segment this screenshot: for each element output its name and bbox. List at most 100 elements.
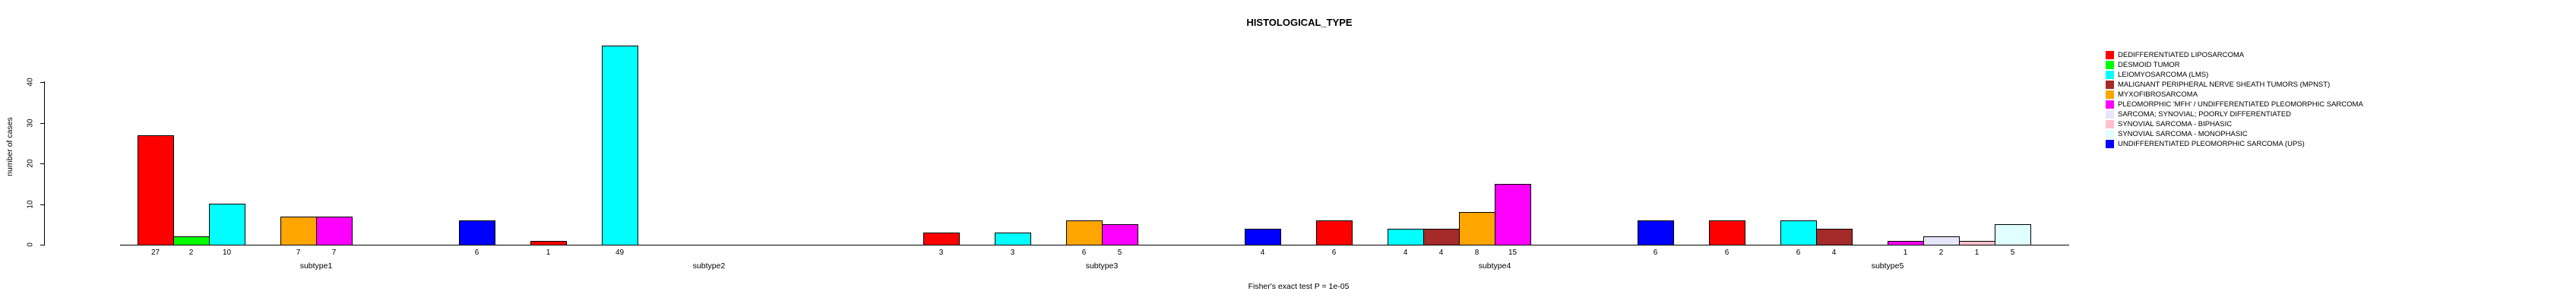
bar-value-label: 1: [1903, 249, 1908, 257]
bar: [1423, 229, 1460, 245]
category-label: subtype3: [1085, 261, 1119, 271]
chart-title: HISTOLOGICAL_TYPE: [1246, 17, 1353, 28]
bar: [1816, 229, 1853, 245]
category-label: subtype4: [1478, 261, 1511, 271]
legend-color-swatch: [2106, 100, 2114, 109]
legend-label: SARCOMA; SYNOVIAL; POORLY DIFFERENTIATED: [2118, 110, 2292, 119]
bar-value-label: 1: [546, 249, 551, 257]
y-tick-label: 40: [26, 78, 35, 87]
fisher-test-note: Fisher's exact test P = 1e-05: [1248, 282, 1350, 291]
legend-label: PLEOMORPHIC 'MFH' / UNDIFFERENTIATED PLE…: [2118, 100, 2363, 109]
y-tick: [40, 204, 44, 205]
bar: [209, 204, 245, 245]
bar: [1459, 212, 1495, 245]
legend-label: UNDIFFERENTIATED PLEOMORPHIC SARCOMA (UP…: [2118, 140, 2305, 148]
legend-color-swatch: [2106, 61, 2114, 69]
bar: [1923, 236, 1960, 245]
bar: [1638, 220, 1674, 245]
legend-color-swatch: [2106, 71, 2114, 79]
legend-color-swatch: [2106, 51, 2114, 59]
bar-value-label: 1: [1974, 249, 1979, 257]
legend-item: SARCOMA; SYNOVIAL; POORLY DIFFERENTIATED: [2106, 109, 2363, 119]
category-label: subtype2: [692, 261, 726, 271]
legend-item: LEIOMYOSARCOMA (LMS): [2106, 70, 2363, 80]
bar: [1959, 241, 1995, 245]
bar-value-label: 2: [188, 249, 194, 257]
bar-value-label: 6: [1796, 249, 1801, 257]
legend-item: DEDIFFERENTIATED LIPOSARCOMA: [2106, 50, 2363, 60]
y-axis-line: [44, 81, 45, 245]
category-label: subtype1: [299, 261, 333, 271]
bar: [1102, 224, 1138, 245]
legend-color-swatch: [2106, 110, 2114, 119]
legend-color-swatch: [2106, 90, 2114, 99]
bar-value-label: 7: [296, 249, 301, 257]
bar-value-label: 15: [1508, 249, 1517, 257]
bar: [1245, 229, 1281, 245]
bar-value-label: 2: [1938, 249, 1944, 257]
category-label: subtype5: [1871, 261, 1904, 271]
legend-label: MALIGNANT PERIPHERAL NERVE SHEATH TUMORS…: [2118, 81, 2331, 89]
bar-value-label: 3: [938, 249, 944, 257]
y-tick-label: 30: [26, 118, 35, 128]
bar-value-label: 10: [222, 249, 232, 257]
y-axis-label: number of cases: [5, 117, 14, 176]
bar: [173, 236, 210, 245]
y-tick-label: 20: [26, 159, 35, 168]
legend-item: SYNOVIAL SARCOMA - BIPHASIC: [2106, 119, 2363, 129]
bar: [1316, 220, 1353, 245]
legend-color-swatch: [2106, 120, 2114, 128]
bar: [923, 233, 960, 245]
bar-value-label: 4: [1260, 249, 1265, 257]
bar: [602, 46, 638, 245]
bar: [530, 241, 567, 245]
bar-value-label: 3: [1010, 249, 1015, 257]
bar-value-label: 4: [1831, 249, 1837, 257]
bar: [1709, 220, 1745, 245]
y-tick-label: 10: [26, 199, 35, 209]
legend-item: PLEOMORPHIC 'MFH' / UNDIFFERENTIATED PLE…: [2106, 100, 2363, 109]
bar-value-label: 6: [474, 249, 479, 257]
bar-value-label: 8: [1474, 249, 1479, 257]
bar: [1888, 241, 1924, 245]
legend-item: DESMOID TUMOR: [2106, 60, 2363, 70]
y-tick: [40, 82, 44, 83]
bar-value-label: 6: [1724, 249, 1729, 257]
legend-label: SYNOVIAL SARCOMA - MONOPHASIC: [2118, 130, 2248, 138]
bar-value-label: 7: [331, 249, 337, 257]
bar-value-label: 6: [1331, 249, 1337, 257]
legend-label: MYXOFIBROSARCOMA: [2118, 90, 2198, 99]
bar-value-label: 6: [1081, 249, 1087, 257]
legend-label: DESMOID TUMOR: [2118, 61, 2180, 69]
bar: [280, 217, 317, 245]
bar: [138, 135, 174, 245]
bar-value-label: 49: [615, 249, 625, 257]
bar-value-label: 4: [1438, 249, 1444, 257]
legend-label: SYNOVIAL SARCOMA - BIPHASIC: [2118, 120, 2233, 128]
bar: [1388, 229, 1424, 245]
legend-item: MYXOFIBROSARCOMA: [2106, 90, 2363, 100]
legend-color-swatch: [2106, 140, 2114, 148]
legend-color-swatch: [2106, 81, 2114, 89]
legend-color-swatch: [2106, 130, 2114, 138]
legend-item: SYNOVIAL SARCOMA - MONOPHASIC: [2106, 129, 2363, 139]
bar: [1066, 220, 1103, 245]
legend-item: UNDIFFERENTIATED PLEOMORPHIC SARCOMA (UP…: [2106, 139, 2363, 149]
legend-item: MALIGNANT PERIPHERAL NERVE SHEATH TUMORS…: [2106, 80, 2363, 90]
bar: [459, 220, 495, 245]
legend-label: LEIOMYOSARCOMA (LMS): [2118, 71, 2209, 79]
bar: [316, 217, 353, 245]
legend: DEDIFFERENTIATED LIPOSARCOMA DESMOID TUMO…: [2106, 50, 2363, 149]
y-tick: [40, 163, 44, 164]
bar-value-label: 4: [1403, 249, 1408, 257]
y-tick-label: 0: [26, 242, 35, 247]
legend-label: DEDIFFERENTIATED LIPOSARCOMA: [2118, 51, 2245, 59]
y-tick: [40, 122, 44, 124]
bar: [995, 233, 1031, 245]
bar-value-label: 5: [1117, 249, 1122, 257]
bar: [1780, 220, 1817, 245]
bar-value-label: 27: [150, 249, 160, 257]
bar-value-label: 6: [1653, 249, 1658, 257]
bar-value-label: 5: [2010, 249, 2015, 257]
